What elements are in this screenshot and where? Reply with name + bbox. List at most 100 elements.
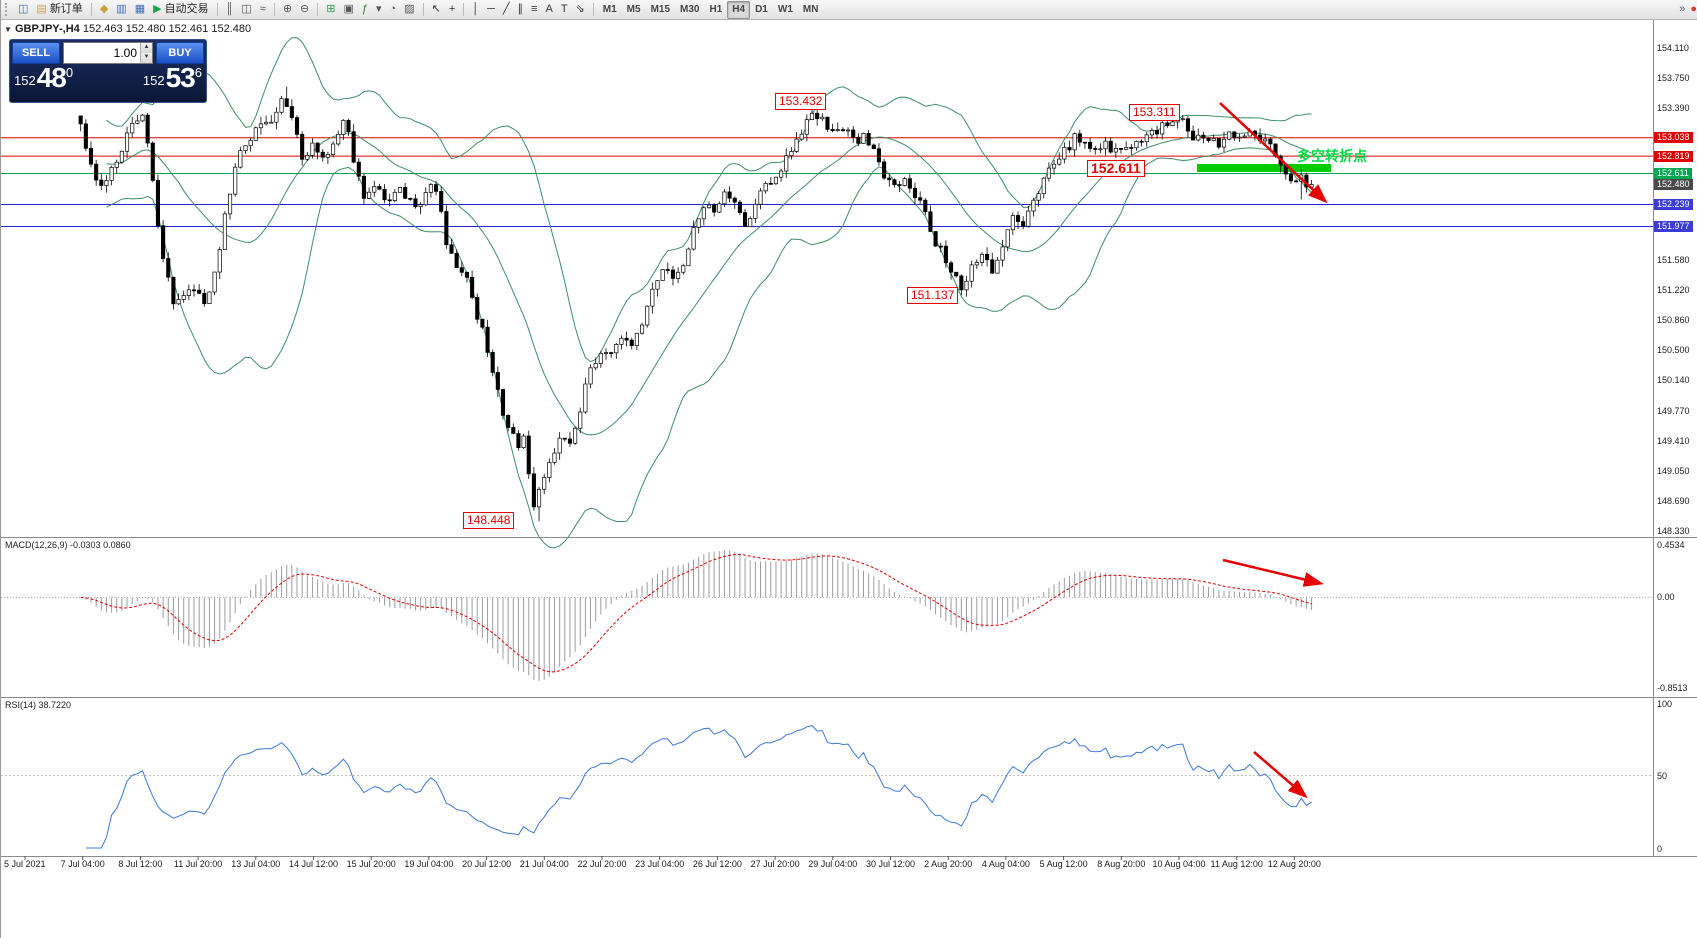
timeframe-button-h4[interactable]: H4 [727, 0, 751, 19]
buy-price-sup: 6 [194, 65, 202, 80]
price-annotation[interactable]: 153.432 [775, 93, 827, 110]
timeframe-button-mn[interactable]: MN [802, 3, 819, 15]
candlestick-chart-type-button-glyph: ◫ [241, 3, 252, 15]
new-order-button[interactable]: ▤ 新订单 [32, 0, 86, 19]
zoom-out-button[interactable]: ⊖ [296, 0, 313, 19]
price-annotation[interactable]: 152.611 [1087, 160, 1145, 177]
price-axis-label: 149.050 [1657, 465, 1690, 476]
cascade-windows-button-glyph: ▣ [343, 3, 354, 15]
zoom-in-button[interactable]: ⊕ [279, 0, 296, 19]
time-axis-label: 10 Aug 04:00 [1152, 859, 1206, 869]
toolbar-separator [90, 3, 92, 16]
sell-price-big: 48 [36, 62, 67, 93]
volume-up-icon[interactable]: ▲ [140, 43, 152, 53]
price-axis-tag: 152.819 [1654, 150, 1693, 162]
macd-values: -0.0303 0.0860 [70, 540, 131, 550]
channel-tool-button-glyph: ∥ [517, 3, 524, 15]
price-annotation[interactable]: 151.137 [907, 287, 959, 304]
templates-icon-glyph: ▨ [404, 3, 415, 15]
timeframe-button-h1[interactable]: H1 [709, 3, 723, 15]
time-axis-label: 7 Jul 04:00 [60, 859, 105, 869]
market-watch-icon-glyph: ▥ [116, 3, 127, 15]
price-axis-tag: 152.239 [1654, 199, 1693, 211]
bar-chart-type-button-glyph: ║ [225, 3, 234, 15]
time-axis-label: 13 Jul 04:00 [231, 859, 281, 869]
volume-stepper[interactable]: 1.00 ▲ ▼ [63, 42, 153, 64]
toolbar-overflow-icon[interactable]: » [1679, 3, 1686, 15]
indicators-dropdown-icon[interactable]: ▾ [372, 0, 386, 19]
market-watch-icon[interactable]: ▥ [112, 0, 130, 19]
channel-tool-button[interactable]: ∥ [514, 0, 528, 19]
time-axis-label: 8 Aug 20:00 [1097, 859, 1146, 869]
horizontal-line-tool-button-glyph: ─ [487, 3, 495, 15]
trade-panel-controls: SELL 1.00 ▲ ▼ BUY [12, 42, 204, 64]
time-axis-label: 5 Aug 12:00 [1039, 859, 1088, 869]
crosshair-tool-button[interactable]: + [445, 0, 459, 19]
price-annotation[interactable]: 153.311 [1129, 104, 1180, 121]
price-annotation[interactable]: 148.448 [463, 512, 515, 529]
timeframe-button-m15[interactable]: M15 [650, 3, 671, 15]
sell-price-prefix: 152 [14, 73, 36, 88]
auto-trading-button[interactable]: ▶ 自动交易 [149, 0, 212, 19]
price-axis-tag: 152.480 [1654, 178, 1693, 190]
auto-trading-button-label: 自动交易 [164, 3, 209, 15]
one-click-collapse-icon[interactable]: ▼ [4, 25, 12, 34]
toolbar-right-group: » ● [1679, 1, 1697, 18]
horizontal-line-tool-button[interactable]: ─ [483, 0, 499, 19]
fibonacci-tool-button[interactable]: ≡ [527, 0, 541, 19]
rsi-name: RSI(14) [5, 700, 37, 710]
timeframe-button-w1[interactable]: W1 [777, 3, 793, 15]
cursor-tool-button-glyph: ↖ [431, 3, 441, 15]
bar-chart-type-button[interactable]: ║ [222, 0, 238, 19]
price-axis-label: 148.690 [1657, 496, 1690, 507]
arrows-tool-button[interactable]: ⇘ [572, 0, 589, 19]
time-axis-label: 21 Jul 04:00 [519, 859, 569, 869]
periods-dropdown-icon-glyph: ◔ [389, 3, 397, 15]
rsi-value: 38.7220 [38, 700, 72, 710]
volume-down-icon[interactable]: ▼ [140, 53, 152, 63]
community-icon[interactable]: ● [1690, 3, 1697, 15]
zoom-in-button-glyph: ⊕ [282, 3, 293, 15]
vertical-line-tool-button[interactable]: │ [468, 0, 483, 19]
cascade-windows-button[interactable]: ▣ [339, 0, 357, 19]
turning-point-label[interactable]: 多空转折点 [1297, 148, 1367, 164]
arrows-tool-button-glyph: ⇘ [575, 3, 585, 15]
price-axis-label: 153.390 [1657, 103, 1690, 114]
time-axis-label: 11 Aug 12:00 [1210, 859, 1263, 869]
text-tool-button[interactable]: A [541, 0, 556, 19]
charts-grid-icon[interactable]: ◫ [14, 0, 32, 19]
time-axis-label: 4 Aug 04:00 [981, 859, 1030, 869]
toolbar-separator [317, 3, 319, 16]
time-axis-label: 23 Jul 04:00 [635, 859, 685, 869]
tile-windows-button[interactable]: ⊞ [322, 0, 339, 19]
timeframe-button-m1[interactable]: M1 [602, 3, 617, 15]
buy-button[interactable]: BUY [156, 42, 204, 64]
metaeditor-icon[interactable]: ◆ [96, 0, 112, 19]
trendline-tool-button[interactable]: ╱ [499, 0, 514, 19]
indicators-button-glyph: ƒ [361, 3, 368, 15]
timeframe-button-d1[interactable]: D1 [755, 3, 768, 15]
cursor-tool-button[interactable]: ↖ [428, 0, 445, 19]
indicators-button[interactable]: ƒ [358, 0, 372, 19]
crosshair-tool-button-glyph: + [448, 3, 456, 15]
time-axis-label: 8 Jul 12:00 [118, 859, 163, 869]
navigator-icon[interactable]: ▦ [131, 0, 149, 19]
candlestick-chart-type-button[interactable]: ◫ [237, 0, 255, 19]
timeframe-button-m5[interactable]: M5 [626, 3, 641, 15]
line-chart-type-button[interactable]: ≈ [256, 0, 270, 19]
main-toolbar: ◫ ▤ 新订单 ◆ ▥ ▦ ▶ 自动交易 ║ ◫ ≈ ⊕ ⊖ ⊞ ▣ ƒ ▾ ◔ ▨ ↖ + │ ─ ╱ ∥ ≡ A T ⇘ M1 M5 M1… [1, 0, 1697, 20]
rsi-scale-mid: 50 [1657, 770, 1668, 781]
price-axis-label: 151.220 [1657, 284, 1690, 295]
periods-dropdown-icon[interactable]: ◔ [386, 0, 401, 19]
label-tool-button[interactable]: T [557, 0, 572, 19]
macd-scale-zero: 0.00 [1657, 592, 1675, 603]
sell-button[interactable]: SELL [12, 42, 60, 64]
volume-value[interactable]: 1.00 [113, 46, 137, 60]
templates-icon[interactable]: ▨ [400, 0, 418, 19]
trendline-tool-button-glyph: ╱ [502, 3, 510, 15]
toolbar-separator [422, 3, 424, 16]
time-axis-label: 30 Jul 12:00 [865, 859, 916, 869]
timeframe-button-m30[interactable]: M30 [680, 3, 700, 15]
